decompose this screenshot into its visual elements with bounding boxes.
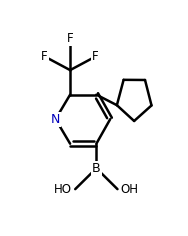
Text: B: B — [92, 162, 101, 175]
Text: F: F — [92, 50, 99, 63]
Text: OH: OH — [120, 183, 138, 196]
Text: HO: HO — [54, 183, 72, 196]
Text: F: F — [41, 50, 48, 63]
Text: N: N — [51, 113, 60, 126]
Text: F: F — [67, 32, 74, 45]
